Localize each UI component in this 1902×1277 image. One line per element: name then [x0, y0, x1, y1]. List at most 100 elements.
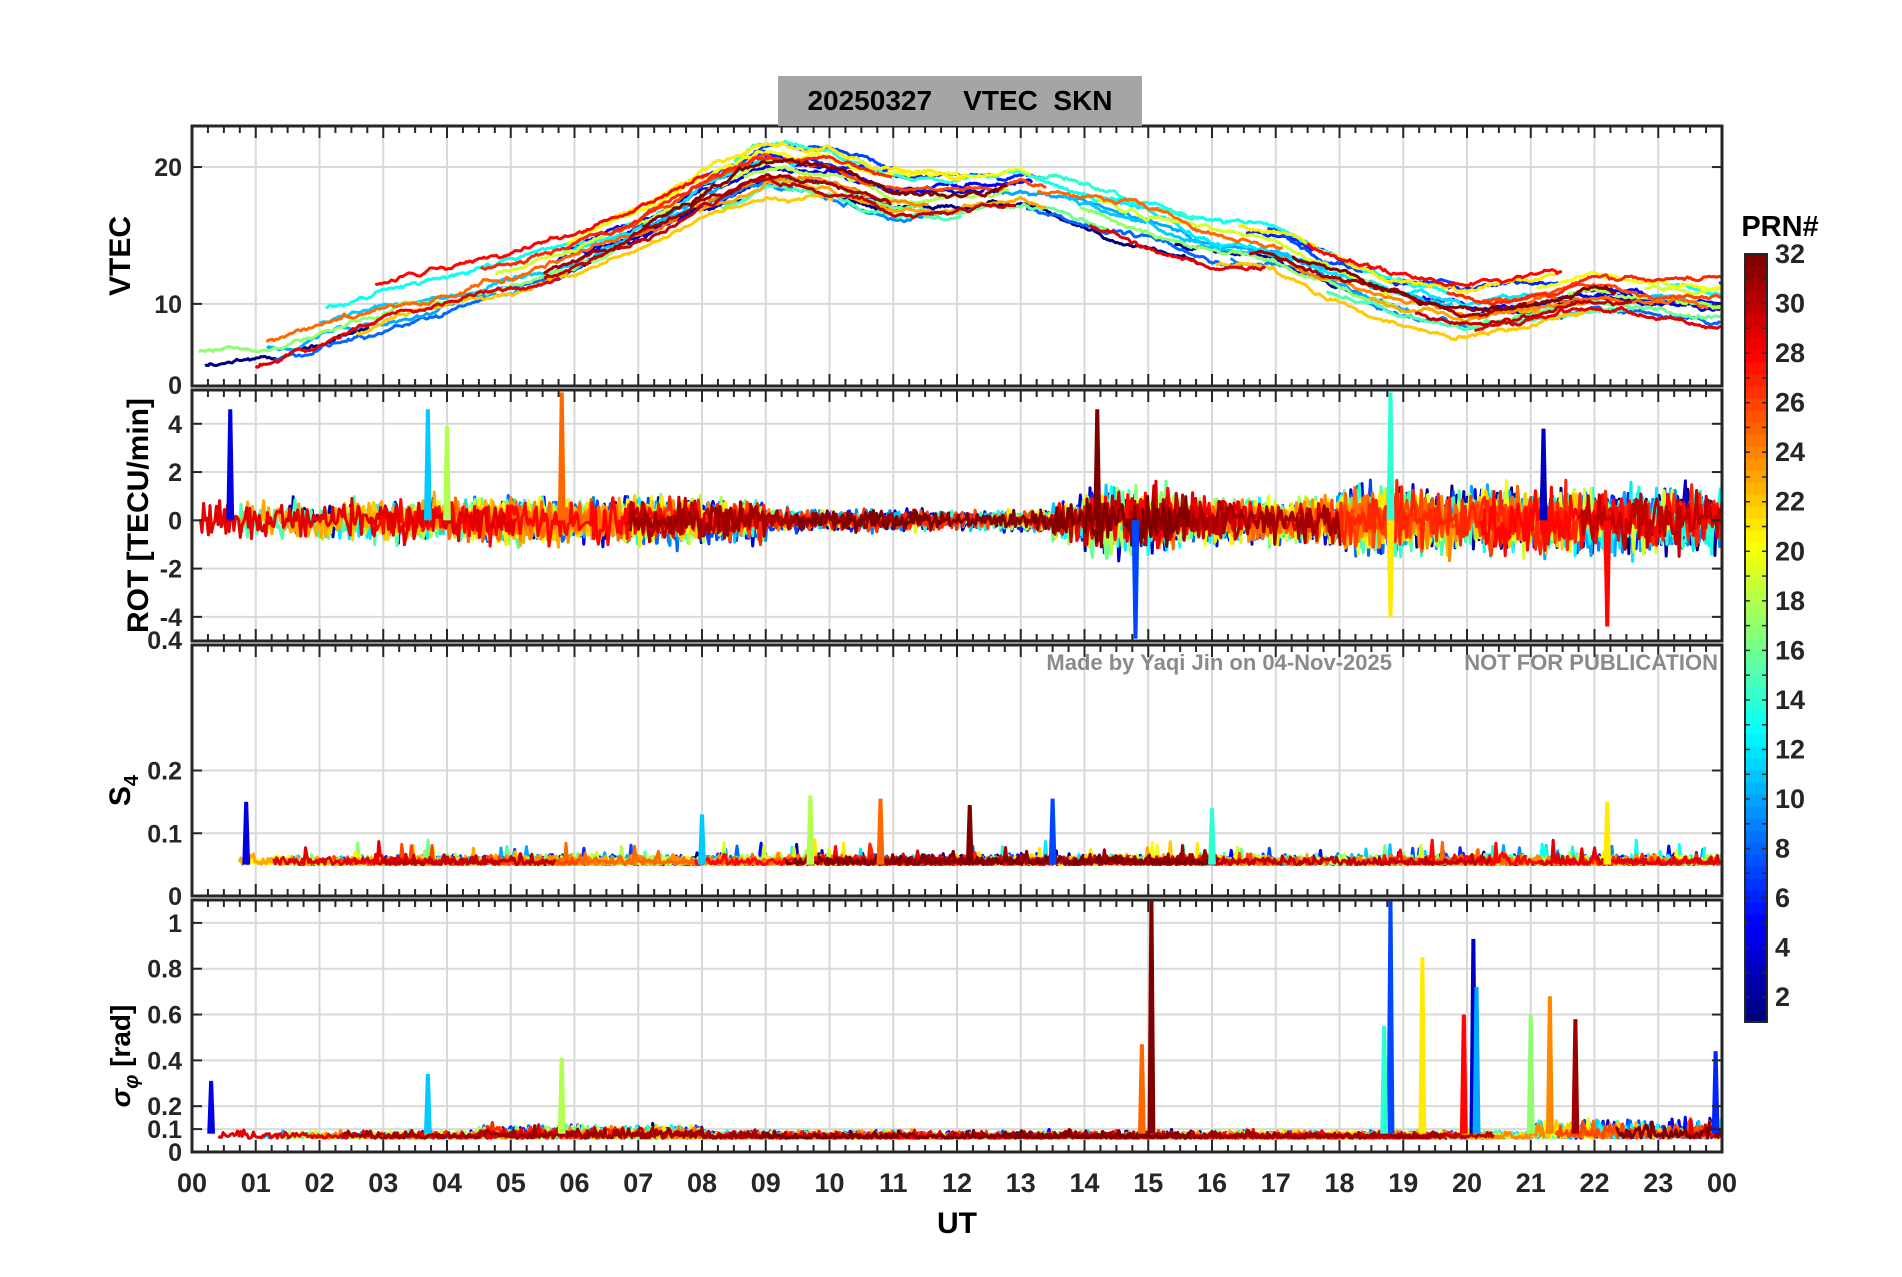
x-tick-label: 19	[1388, 1168, 1418, 1198]
colorbar-swatch	[1745, 494, 1767, 507]
colorbar-swatch	[1745, 374, 1767, 387]
colorbar-swatch	[1745, 902, 1767, 915]
data-spike	[1459, 1014, 1468, 1134]
data-spike	[965, 804, 974, 865]
colorbar-tick-label: 32	[1775, 239, 1805, 269]
colorbar-swatch	[1745, 266, 1767, 279]
colorbar-swatch	[1745, 290, 1767, 303]
data-spike	[1711, 1051, 1720, 1134]
data-series-line	[480, 154, 893, 271]
x-tick-label: 00	[1707, 1168, 1737, 1198]
x-tick-label: 21	[1516, 1168, 1546, 1198]
x-tick-label: 11	[879, 1168, 908, 1198]
x-tick-label: 02	[304, 1168, 334, 1198]
colorbar-tick-label: 2	[1775, 982, 1790, 1012]
data-spike	[1137, 1044, 1146, 1134]
y-tick-label: -4	[160, 604, 182, 632]
colorbar-swatch	[1745, 890, 1767, 903]
x-tick-label: 08	[687, 1168, 717, 1198]
colorbar-swatch	[1745, 482, 1767, 495]
data-series-line	[1474, 305, 1722, 333]
colorbar-swatch	[1745, 662, 1767, 675]
colorbar-swatch	[1745, 410, 1767, 423]
x-tick-label: 22	[1579, 1168, 1609, 1198]
colorbar-swatch	[1745, 326, 1767, 339]
colorbar-swatch	[1745, 530, 1767, 543]
colorbar-swatch	[1745, 362, 1767, 375]
y-axis-label: ROT [TECU/min]	[122, 398, 155, 633]
data-spike	[1571, 1019, 1580, 1134]
colorbar-swatch	[1745, 338, 1767, 351]
colorbar-tick-label: 22	[1775, 487, 1805, 517]
data-spike	[423, 1074, 432, 1134]
data-series-line	[340, 1124, 770, 1140]
data-spike	[1603, 520, 1612, 627]
data-spike	[806, 795, 815, 865]
colorbar-swatch	[1745, 566, 1767, 579]
data-spike	[1418, 957, 1427, 1134]
colorbar-swatch	[1745, 686, 1767, 699]
data-spike	[1147, 900, 1156, 1134]
colorbar-tick-label: 30	[1775, 289, 1805, 319]
y-tick-label: 0	[168, 883, 182, 911]
colorbar-swatch	[1745, 350, 1767, 363]
data-spike	[1603, 801, 1612, 865]
y-tick-label: 2	[168, 459, 182, 487]
colorbar-frame	[1744, 253, 1768, 1023]
y-axis-label: σφ [rad]	[105, 1005, 143, 1108]
colorbar-swatch	[1745, 998, 1767, 1011]
data-series-line	[544, 841, 826, 867]
colorbar-swatch	[1745, 434, 1767, 447]
data-series-line	[198, 497, 518, 547]
data-series-line	[1577, 489, 1722, 558]
x-tick-label: 04	[432, 1168, 462, 1198]
colorbar-swatch	[1745, 746, 1767, 759]
colorbar-swatch	[1745, 1010, 1767, 1023]
colorbar-swatch	[1745, 818, 1767, 831]
colorbar-swatch	[1745, 926, 1767, 939]
y-tick-label: 0.6	[147, 1002, 182, 1030]
watermark-credit: Made by Yaqi Jin on 04-Nov-2025	[1046, 650, 1392, 675]
colorbar-swatch	[1745, 554, 1767, 567]
colorbar-swatch	[1745, 770, 1767, 783]
data-spike	[698, 814, 706, 865]
colorbar-swatch	[1745, 650, 1767, 663]
colorbar-swatch	[1745, 614, 1767, 627]
data-spike	[1093, 409, 1102, 521]
y-tick-label: 0.4	[147, 1047, 182, 1075]
colorbar-swatch	[1745, 638, 1767, 651]
colorbar-swatch	[1745, 938, 1767, 951]
colorbar-swatch	[1745, 602, 1767, 615]
data-spike	[1208, 808, 1216, 865]
data-series-line	[604, 141, 967, 224]
colorbar-tick-label: 20	[1775, 536, 1805, 566]
x-tick-label: 12	[942, 1168, 972, 1198]
data-series-line	[1536, 270, 1722, 292]
data-spike	[1380, 1025, 1389, 1134]
colorbar-label: PRN#	[1741, 211, 1818, 243]
data-spike	[557, 1058, 566, 1134]
data-series-line	[1025, 207, 1244, 268]
colorbar-tick-label: 4	[1775, 933, 1790, 963]
data-series-line	[1215, 261, 1595, 342]
x-tick-label: 03	[368, 1168, 398, 1198]
colorbar-tick-label: 18	[1775, 586, 1805, 616]
data-series-line	[1291, 255, 1617, 313]
data-series-line	[758, 1128, 1192, 1140]
x-tick-label: 05	[496, 1168, 526, 1198]
y-tick-label: -2	[160, 556, 182, 584]
y-tick-label: 0.1	[147, 820, 182, 848]
colorbar-swatch	[1745, 398, 1767, 411]
y-tick-label: 0.4	[147, 627, 182, 655]
data-spike	[443, 426, 451, 521]
y-tick-label: 0	[168, 507, 182, 535]
colorbar-swatch	[1745, 698, 1767, 711]
data-series-line	[374, 172, 710, 287]
colorbar-tick-label: 10	[1775, 784, 1805, 814]
colorbar-swatch	[1745, 470, 1767, 483]
colorbar-swatch	[1745, 542, 1767, 555]
colorbar-tick-label: 28	[1775, 338, 1805, 368]
colorbar-swatch	[1745, 854, 1767, 867]
colorbar-swatch	[1745, 794, 1767, 807]
colorbar-swatch	[1745, 278, 1767, 291]
